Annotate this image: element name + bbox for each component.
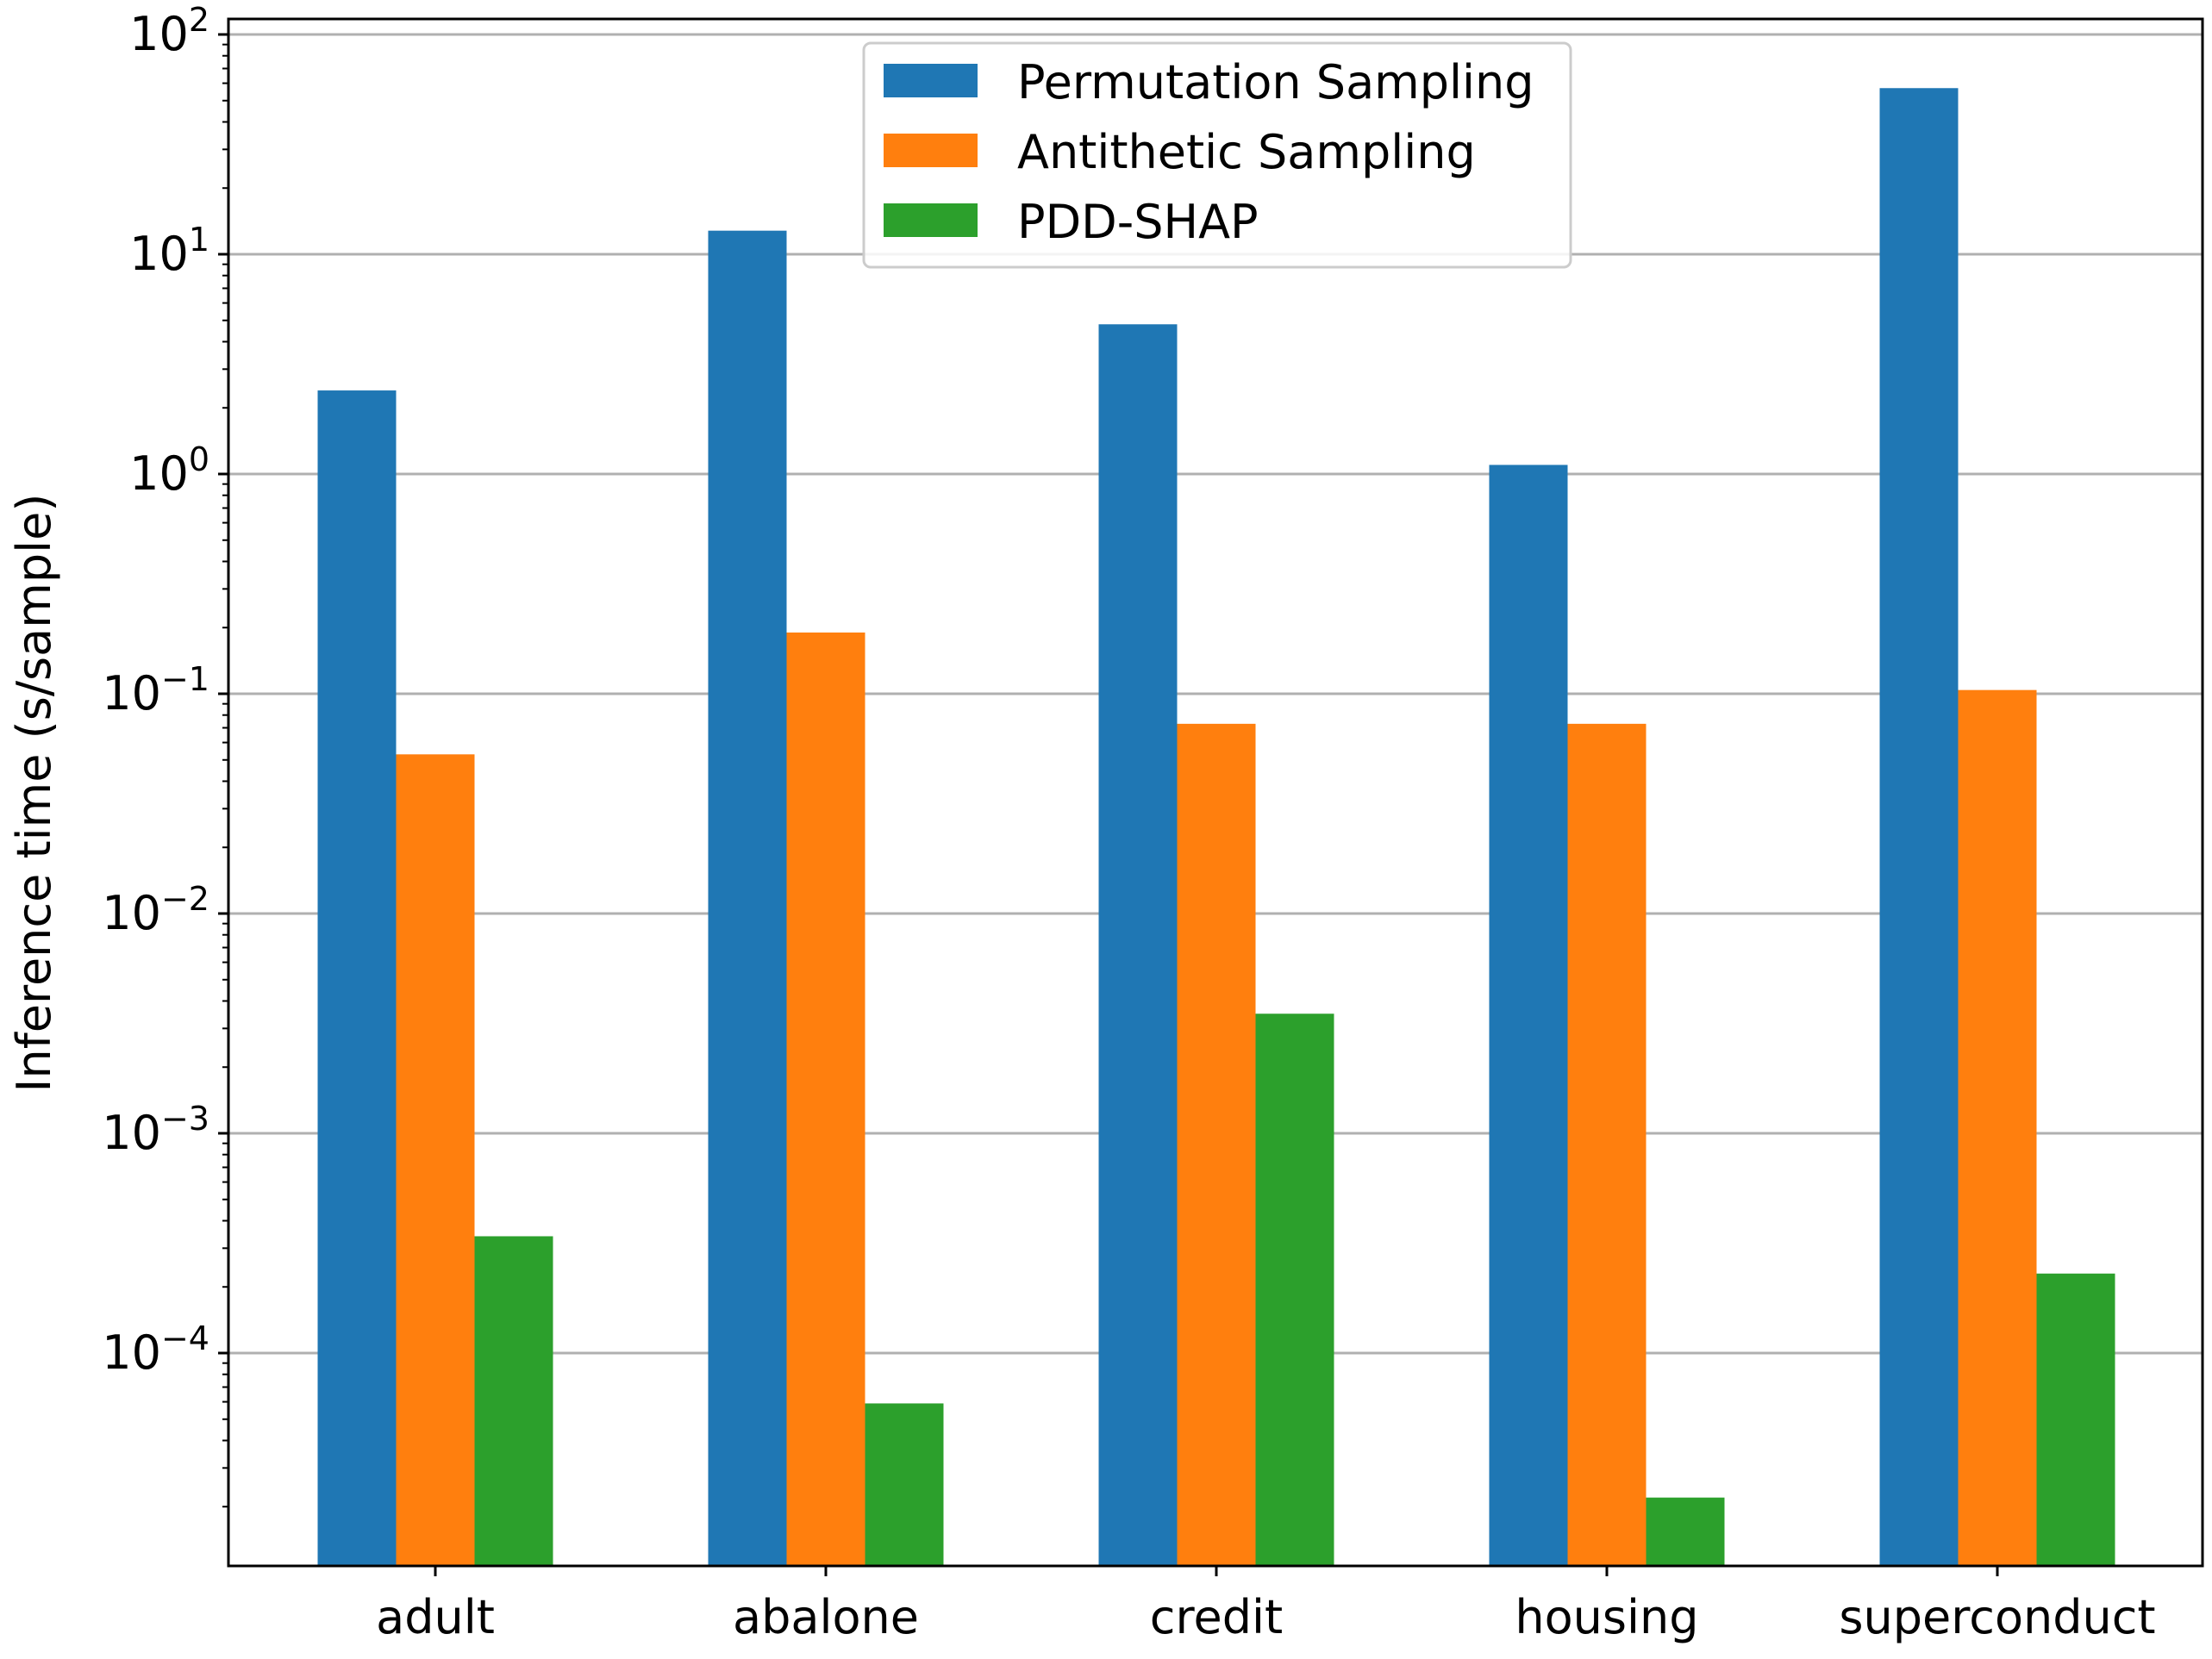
- x-tick-label: housing: [1515, 1590, 1698, 1644]
- y-tick-label: 10−2: [102, 880, 209, 940]
- bar-adult-0: [317, 390, 397, 1566]
- x-axis-ticks: adult abalone credit housing superconduct: [376, 1566, 2156, 1644]
- x-tick-label: abalone: [733, 1590, 919, 1644]
- bar-superconduct-0: [1879, 88, 1959, 1566]
- legend: Permutation Sampling Antithetic Sampling P…: [862, 41, 1572, 269]
- bar-superconduct-1: [1958, 689, 2037, 1566]
- bar-credit-1: [1177, 723, 1256, 1566]
- bars: [317, 88, 2115, 1567]
- bar-adult-2: [474, 1236, 553, 1566]
- y-axis-label: Inference time (s/sample): [7, 494, 61, 1093]
- y-axis-ticks: 10−4 10−3 10−2 10−1 100 101 102: [102, 1, 228, 1508]
- y-tick-label: 10−3: [102, 1100, 209, 1160]
- bar-abalone-0: [708, 230, 787, 1566]
- bar-abalone-2: [865, 1403, 944, 1566]
- legend-label: Permutation Sampling: [1017, 55, 1534, 109]
- legend-swatch: [884, 203, 978, 237]
- legend-label: PDD-SHAP: [1017, 195, 1259, 249]
- legend-label: Antithetic Sampling: [1017, 125, 1476, 179]
- legend-box: [862, 41, 1572, 269]
- y-tick-label: 100: [129, 440, 209, 501]
- y-tick-label: 101: [129, 221, 209, 281]
- x-tick-label: superconduct: [1839, 1590, 2155, 1644]
- bar-housing-0: [1489, 465, 1568, 1567]
- x-tick-label: credit: [1150, 1590, 1283, 1644]
- bar-housing-2: [1646, 1497, 1725, 1566]
- x-tick-label: adult: [376, 1590, 495, 1644]
- y-tick-label: 10−4: [102, 1319, 209, 1380]
- bar-housing-1: [1567, 723, 1647, 1566]
- bar-superconduct-2: [2036, 1273, 2115, 1566]
- legend-swatch: [884, 134, 978, 167]
- bar-credit-0: [1098, 324, 1178, 1567]
- bar-abalone-1: [786, 632, 865, 1566]
- bar-adult-1: [396, 754, 475, 1566]
- legend-swatch: [884, 64, 978, 97]
- bar-credit-2: [1255, 1013, 1334, 1566]
- y-tick-label: 102: [129, 1, 209, 61]
- y-tick-label: 10−1: [102, 660, 209, 720]
